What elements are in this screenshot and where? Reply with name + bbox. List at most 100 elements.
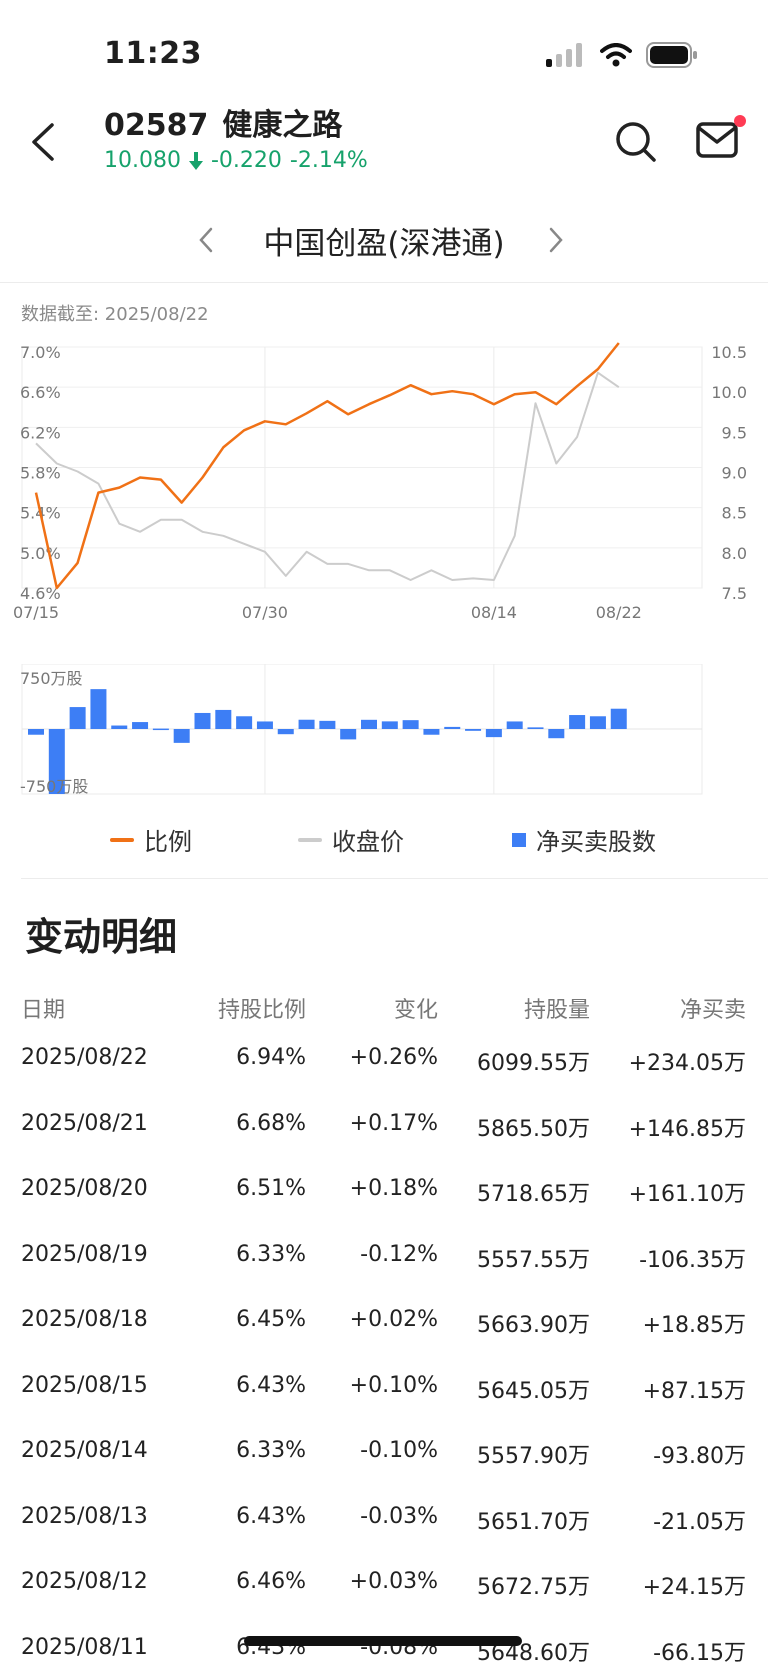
x-axis-tick: 07/15 xyxy=(13,603,59,622)
cell-net: +234.05万 xyxy=(628,1051,746,1076)
chevron-left-icon[interactable] xyxy=(198,226,214,254)
right-axis-tick: 9.5 xyxy=(722,423,747,442)
legend-label: 净买卖股数 xyxy=(536,828,656,856)
right-axis-tick: 7.5 xyxy=(722,584,747,603)
cell-date: 2025/08/13 xyxy=(21,1503,148,1529)
cell-net: -93.80万 xyxy=(653,1444,746,1469)
cell-net: -106.35万 xyxy=(639,1247,746,1273)
cell-net: -66.15万 xyxy=(653,1640,746,1666)
net-bar xyxy=(506,721,523,729)
cell-net: +161.10万 xyxy=(628,1182,746,1207)
net-bar xyxy=(569,715,586,729)
net-bar xyxy=(152,728,169,731)
right-axis-tick: 8.0 xyxy=(722,544,747,563)
cell-ratio: 6.68% xyxy=(236,1110,306,1136)
net-bar xyxy=(610,708,627,729)
cell-ratio: 6.94% xyxy=(236,1045,306,1070)
net-bar xyxy=(28,729,44,735)
mail-icon[interactable] xyxy=(696,122,738,158)
net-bar xyxy=(319,720,336,729)
stock-change: -0.220 xyxy=(210,148,282,173)
x-axis-tick: 08/22 xyxy=(596,603,642,622)
net-bar xyxy=(132,722,149,729)
divider xyxy=(21,878,768,879)
cell-change: +0.17% xyxy=(349,1110,438,1136)
cell-change: -0.12% xyxy=(360,1241,438,1267)
net-bar xyxy=(173,729,190,743)
data-as-of: 数据截至: 2025/08/22 xyxy=(21,304,209,325)
legend-item-close[interactable]: 收盘价 xyxy=(298,822,404,857)
cell-date: 2025/08/20 xyxy=(21,1176,148,1201)
cell-date: 2025/08/18 xyxy=(21,1307,148,1332)
bar-axis-top-label: 750万股 xyxy=(20,669,83,688)
legend-item-net[interactable]: 净买卖股数 xyxy=(512,822,656,857)
cell-change: -0.03% xyxy=(360,1503,438,1529)
right-axis-tick: 10.5 xyxy=(711,343,747,362)
stock-change-pct: -2.14% xyxy=(289,148,368,173)
divider xyxy=(0,282,768,283)
net-bar xyxy=(236,716,253,729)
search-icon[interactable] xyxy=(614,120,658,164)
col-header-date: 日期 xyxy=(21,998,66,1023)
cell-net: +24.15万 xyxy=(642,1575,746,1600)
cell-date: 2025/08/12 xyxy=(21,1569,148,1594)
legend-swatch xyxy=(110,837,134,842)
net-bar xyxy=(381,721,398,729)
cell-ratio: 6.46% xyxy=(236,1569,306,1594)
cell-shares: 5557.55万 xyxy=(477,1247,590,1273)
right-axis-tick: 8.5 xyxy=(722,504,747,523)
cell-ratio: 6.51% xyxy=(236,1176,306,1201)
left-axis-tick: 6.6% xyxy=(20,383,61,402)
channel-title: 中国创盈(深港通) xyxy=(263,226,505,262)
net-buy-sell-chart: 750万股 -750万股 xyxy=(20,664,703,796)
net-bar xyxy=(194,712,211,729)
net-bar xyxy=(548,729,565,739)
net-bar xyxy=(277,729,294,735)
right-axis-tick: 9.0 xyxy=(722,464,747,483)
net-bar xyxy=(340,729,357,740)
cell-date: 2025/08/15 xyxy=(21,1372,148,1398)
cell-shares: 5672.75万 xyxy=(477,1575,590,1600)
legend-item-ratio[interactable]: 比例 xyxy=(110,822,192,857)
cell-date: 2025/08/21 xyxy=(21,1110,148,1136)
cell-shares: 5718.65万 xyxy=(477,1182,590,1207)
cell-change: +0.03% xyxy=(349,1569,438,1594)
cell-date: 2025/08/11 xyxy=(21,1634,148,1660)
cell-shares: 6099.55万 xyxy=(477,1051,590,1076)
cell-net: -21.05万 xyxy=(653,1509,746,1535)
left-axis-tick: 5.0% xyxy=(20,544,61,563)
net-bar xyxy=(90,689,107,729)
holding-ratio-chart: 7.0%6.6%6.2%5.8%5.4%5.0%4.6% 10.510.09.5… xyxy=(13,342,747,622)
wifi-icon xyxy=(600,43,632,67)
left-axis-tick: 7.0% xyxy=(20,343,61,362)
stock-code: 02587 xyxy=(104,108,209,143)
net-bar xyxy=(256,721,273,729)
net-bar xyxy=(444,726,461,729)
cell-change: +0.18% xyxy=(349,1176,438,1201)
cell-net: +87.15万 xyxy=(642,1378,746,1404)
cell-change: +0.02% xyxy=(349,1307,438,1332)
series-line-收盘价 xyxy=(35,371,620,581)
right-axis-tick: 10.0 xyxy=(711,383,747,402)
status-icons xyxy=(546,42,698,68)
notification-badge xyxy=(734,115,746,127)
x-axis-tick: 07/30 xyxy=(242,603,288,622)
cell-ratio: 6.33% xyxy=(236,1438,306,1463)
cell-shares: 5663.90万 xyxy=(477,1313,590,1338)
net-bar xyxy=(69,707,86,729)
cell-ratio: 6.43% xyxy=(236,1372,306,1398)
legend-label: 比例 xyxy=(144,828,192,856)
chevron-right-icon[interactable] xyxy=(548,226,564,254)
back-icon[interactable] xyxy=(28,122,58,162)
cell-ratio: 6.45% xyxy=(236,1307,306,1332)
stock-name: 健康之路 xyxy=(222,108,343,143)
cell-net: +146.85万 xyxy=(628,1116,746,1142)
left-axis-tick: 4.6% xyxy=(20,584,61,603)
cell-date: 2025/08/14 xyxy=(21,1438,148,1463)
net-bar xyxy=(589,716,606,729)
cell-ratio: 6.33% xyxy=(236,1241,306,1267)
net-bar xyxy=(298,719,315,729)
cell-shares: 5865.50万 xyxy=(477,1116,590,1142)
stock-price: 10.080 xyxy=(104,148,181,173)
cell-change: +0.26% xyxy=(349,1045,438,1070)
